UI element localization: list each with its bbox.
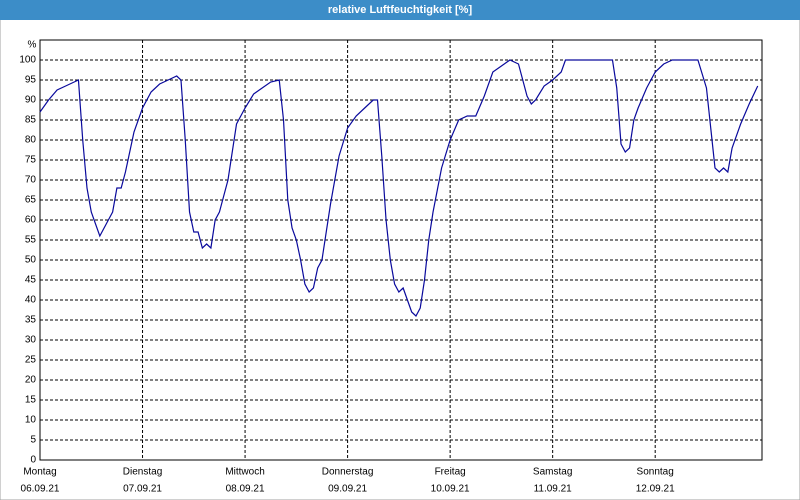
- y-tick-label: 75: [25, 155, 37, 166]
- y-tick-label: 100: [19, 55, 36, 66]
- x-tick-date: 09.09.21: [328, 484, 367, 495]
- y-tick-label: 55: [25, 235, 37, 246]
- x-tick-label: Freitag: [435, 467, 466, 478]
- x-tick-date: 08.09.21: [226, 484, 265, 495]
- line-series: [39, 59, 759, 317]
- y-tick-label: 5: [30, 435, 36, 446]
- x-tick-date: 11.09.21: [534, 484, 573, 495]
- chart-title: relative Luftfeuchtigkeit [%]: [328, 4, 473, 16]
- y-tick-label: 10: [25, 415, 37, 426]
- y-tick-label: 15: [25, 395, 37, 406]
- x-tick-label: Mittwoch: [225, 467, 264, 478]
- y-tick-label: 35: [25, 315, 37, 326]
- y-tick-label: 0: [30, 455, 36, 466]
- x-tick-date: 12.09.21: [636, 484, 675, 495]
- y-tick-label: 45: [25, 275, 37, 286]
- x-tick-label: Dienstag: [123, 467, 162, 478]
- y-tick-label: 95: [25, 75, 37, 86]
- y-tick-label: 70: [25, 175, 37, 186]
- y-tick-label: 90: [25, 95, 37, 106]
- x-tick-label: Montag: [23, 467, 56, 478]
- x-tick-date: 07.09.21: [123, 484, 162, 495]
- y-tick-label: 80: [25, 135, 37, 146]
- x-tick-date: 10.09.21: [431, 484, 470, 495]
- y-axis-label: %: [28, 40, 37, 51]
- y-tick-label: 30: [25, 335, 37, 346]
- y-tick-label: 25: [25, 355, 37, 366]
- title-bar: [0, 0, 800, 20]
- y-tick-label: 85: [25, 115, 37, 126]
- y-tick-label: 50: [25, 255, 37, 266]
- x-tick-label: Donnerstag: [322, 467, 374, 478]
- plot-frame: [39, 39, 763, 461]
- y-tick-label: 60: [25, 215, 37, 226]
- x-tick-date: 06.09.21: [21, 484, 60, 495]
- y-tick-label: 65: [25, 195, 37, 206]
- y-tick-label: 20: [25, 375, 37, 386]
- y-tick-label: 40: [25, 295, 37, 306]
- x-tick-label: Samstag: [533, 467, 572, 478]
- x-tick-label: Sonntag: [637, 467, 674, 478]
